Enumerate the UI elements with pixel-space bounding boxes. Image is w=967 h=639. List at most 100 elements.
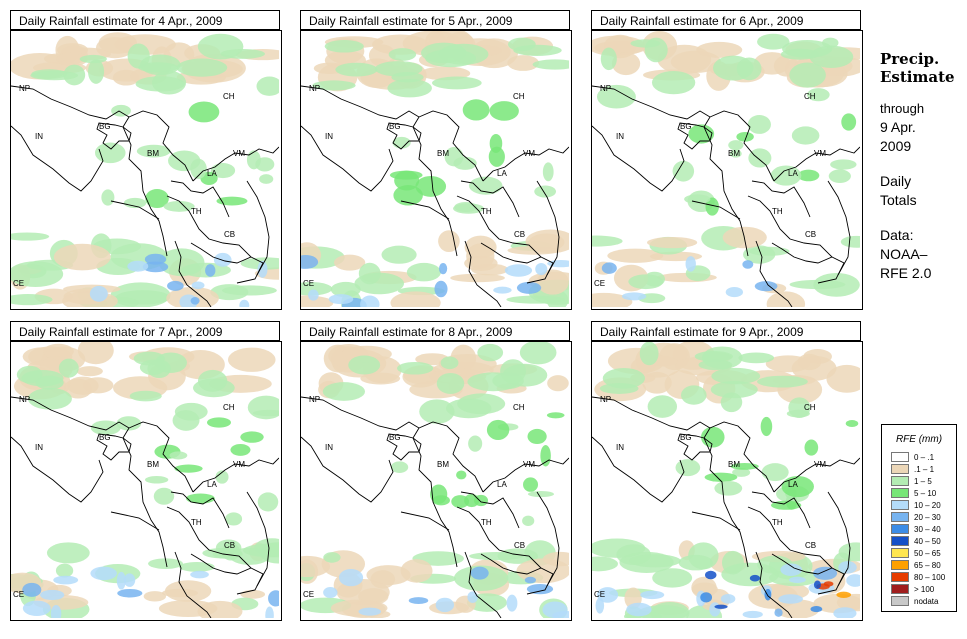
- light-rain-area: [43, 343, 74, 360]
- heavy-rain-area: [301, 255, 319, 269]
- rain-area: [335, 62, 378, 77]
- country-border: [122, 126, 168, 257]
- heavy-rain-area: [504, 264, 533, 277]
- rain-area: [845, 420, 859, 427]
- country-label-in: IN: [616, 132, 624, 141]
- source-line2: RFE 2.0: [880, 265, 932, 281]
- rain-area: [163, 201, 195, 212]
- rain-area: [760, 416, 773, 437]
- country-label-bg: BG: [389, 433, 401, 442]
- rain-area: [450, 273, 505, 283]
- rain-area: [464, 235, 497, 259]
- legend-item: 40 – 50: [891, 536, 941, 547]
- daily-label: Daily: [880, 173, 912, 189]
- heavy-rain-area: [778, 594, 803, 604]
- heavy-rain-area: [596, 587, 619, 603]
- country-label-ce: CE: [303, 590, 314, 599]
- rain-area: [440, 356, 459, 370]
- country-border: [174, 551, 212, 618]
- extreme-rain-area: [836, 591, 852, 598]
- rain-area: [323, 552, 341, 563]
- legend-swatch: [891, 536, 909, 546]
- rain-area: [145, 189, 169, 209]
- heavy-rain-area: [725, 286, 744, 298]
- heavy-rain-area: [191, 281, 205, 290]
- country-border: [192, 457, 279, 493]
- heavy-rain-area: [742, 260, 754, 269]
- country-border: [827, 491, 851, 587]
- country-border: [11, 85, 130, 128]
- heavy-rain-area: [90, 566, 117, 581]
- country-label-np: NP: [600, 395, 611, 404]
- country-label-ce: CE: [13, 279, 24, 288]
- country-border: [246, 491, 270, 587]
- rain-area: [730, 463, 759, 470]
- country-border: [412, 437, 458, 568]
- panel-title: Daily Rainfall estimate for 9 Apr., 2009: [591, 321, 861, 341]
- legend-item: 0 – .1: [891, 452, 934, 463]
- light-rain-area: [611, 52, 641, 76]
- rain-area: [607, 248, 664, 263]
- rain-area: [469, 552, 524, 561]
- rain-area: [257, 492, 279, 512]
- rainfall-map: NP CH IN BG BM VM LA TH CB CE: [10, 30, 282, 310]
- rain-area: [425, 49, 477, 68]
- legend-label: 5 – 10: [914, 489, 937, 498]
- country-label-th: TH: [481, 518, 492, 527]
- rain-area: [111, 104, 131, 117]
- country-border: [592, 396, 711, 439]
- rain-area: [507, 37, 536, 52]
- country-border: [418, 110, 484, 182]
- country-border: [246, 180, 270, 276]
- country-border: [301, 396, 420, 439]
- country-border: [827, 180, 851, 276]
- rain-area: [322, 382, 366, 401]
- rain-area: [390, 461, 409, 473]
- rain-area: [536, 269, 569, 295]
- country-border: [400, 511, 450, 531]
- rain-area: [780, 48, 819, 60]
- rain-area: [629, 554, 681, 568]
- rain-area: [206, 417, 231, 428]
- rain-area: [144, 475, 169, 484]
- legend-label: 40 – 50: [914, 537, 941, 546]
- rain-area: [188, 101, 220, 123]
- country-border: [460, 180, 520, 218]
- rain-area: [172, 410, 200, 431]
- country-label-np: NP: [19, 395, 30, 404]
- heavy-rain-area: [408, 597, 429, 605]
- rain-area: [406, 262, 441, 282]
- rain-area: [492, 372, 524, 389]
- country-border: [418, 421, 484, 493]
- heading-line2: Estimate: [880, 68, 955, 86]
- heavy-rain-area: [595, 597, 605, 614]
- rain-area: [456, 470, 467, 480]
- rainfall-map: NP CH IN BG BM VM LA TH CB CE: [591, 30, 863, 310]
- country-border: [751, 491, 811, 529]
- heavy-rain-area: [358, 607, 382, 616]
- heavy-rain-area: [40, 589, 65, 601]
- rain-area: [532, 59, 569, 70]
- heavy-rain-area: [493, 286, 512, 294]
- rain-area: [136, 144, 171, 158]
- heavy-rain-area: [774, 608, 783, 617]
- rain-area: [486, 419, 510, 441]
- rain-area: [358, 262, 381, 285]
- legend-item: 20 – 30: [891, 512, 941, 523]
- heavy-rain-area: [308, 289, 319, 301]
- rain-area: [393, 185, 423, 206]
- rain-area: [259, 174, 274, 184]
- rainfall-map: NP CH IN BG BM VM LA TH CB CE: [300, 30, 572, 310]
- heavy-rain-area: [123, 573, 136, 587]
- rain-area: [256, 76, 279, 96]
- extreme-rain-area: [714, 604, 728, 609]
- extreme-rain-area: [823, 581, 834, 587]
- light-rain-area: [95, 37, 134, 59]
- rain-area: [721, 550, 744, 575]
- legend-swatch: [891, 512, 909, 522]
- country-border: [386, 433, 422, 461]
- heavy-rain-area: [257, 260, 268, 278]
- legend-item: 80 – 100: [891, 572, 945, 583]
- rain-area: [841, 113, 857, 131]
- rain-area: [381, 245, 417, 264]
